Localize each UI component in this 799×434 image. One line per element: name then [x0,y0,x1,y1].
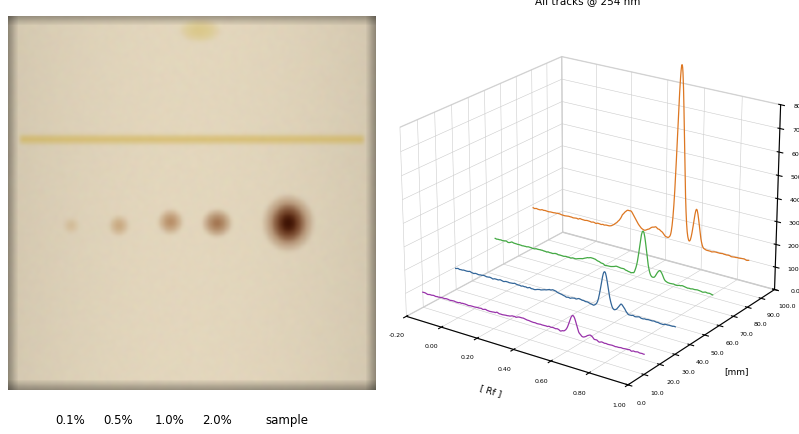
Title: All tracks @ 254 nm: All tracks @ 254 nm [535,0,640,7]
Y-axis label: [mm]: [mm] [725,366,749,375]
Text: sample: sample [266,413,309,426]
Text: 2.0%: 2.0% [203,413,233,426]
Text: 0.5%: 0.5% [103,413,133,426]
Text: 1.0%: 1.0% [155,413,185,426]
X-axis label: [ Rf ]: [ Rf ] [479,382,503,398]
Text: 0.1%: 0.1% [56,413,85,426]
